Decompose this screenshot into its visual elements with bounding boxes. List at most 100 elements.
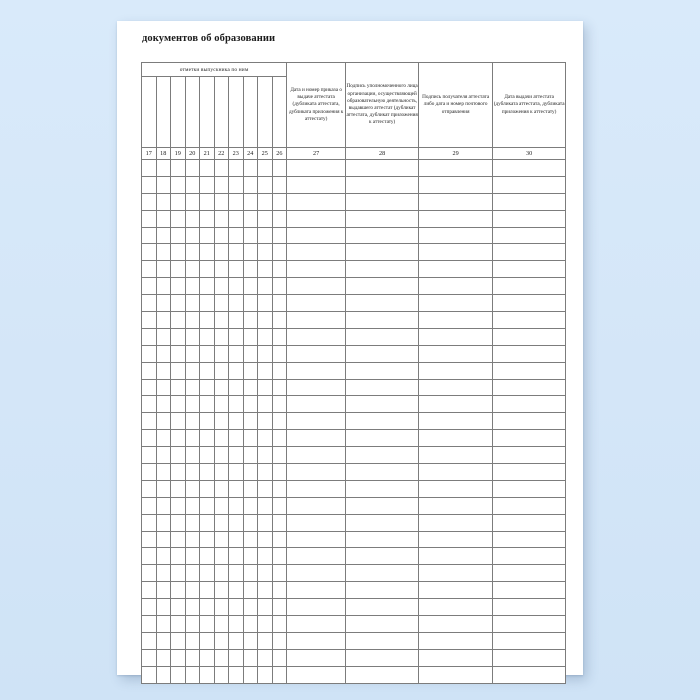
table-cell[interactable] — [155, 344, 171, 363]
table-cell[interactable] — [242, 378, 258, 397]
table-cell[interactable] — [418, 209, 494, 228]
table-cell[interactable] — [286, 192, 347, 211]
table-cell[interactable] — [170, 277, 186, 296]
table-cell[interactable] — [418, 175, 494, 194]
table-cell[interactable] — [199, 648, 215, 667]
table-cell[interactable] — [228, 294, 244, 313]
table-cell[interactable] — [492, 260, 567, 279]
table-cell[interactable] — [286, 175, 347, 194]
table-cell[interactable] — [345, 581, 420, 600]
subcolumn-cell-23[interactable] — [228, 76, 244, 148]
table-cell[interactable] — [199, 631, 215, 650]
table-cell[interactable] — [141, 277, 157, 296]
table-cell[interactable] — [141, 327, 157, 346]
table-cell[interactable] — [286, 547, 347, 566]
table-cell[interactable] — [271, 547, 288, 566]
table-cell[interactable] — [345, 243, 420, 262]
table-cell[interactable] — [228, 344, 244, 363]
table-cell[interactable] — [271, 311, 288, 329]
table-cell[interactable] — [286, 530, 347, 549]
table-cell[interactable] — [345, 395, 420, 414]
table-cell[interactable] — [155, 513, 171, 532]
table-cell[interactable] — [257, 311, 273, 329]
table-cell[interactable] — [286, 260, 347, 279]
table-cell[interactable] — [345, 412, 420, 431]
table-cell[interactable] — [155, 175, 171, 194]
table-cell[interactable] — [199, 260, 215, 279]
table-cell[interactable] — [271, 226, 288, 245]
table-cell[interactable] — [257, 159, 273, 177]
table-cell[interactable] — [271, 361, 288, 380]
table-cell[interactable] — [418, 479, 494, 498]
table-cell[interactable] — [257, 361, 273, 380]
table-cell[interactable] — [199, 547, 215, 566]
table-cell[interactable] — [271, 209, 288, 228]
table-cell[interactable] — [492, 564, 567, 583]
table-cell[interactable] — [184, 530, 200, 549]
table-cell[interactable] — [199, 581, 215, 600]
table-cell[interactable] — [286, 294, 347, 313]
table-cell[interactable] — [271, 665, 288, 684]
table-cell[interactable] — [228, 479, 244, 498]
subcolumn-cell-25[interactable] — [257, 76, 273, 148]
table-cell[interactable] — [257, 327, 273, 346]
table-cell[interactable] — [271, 581, 288, 600]
table-cell[interactable] — [257, 463, 273, 481]
table-cell[interactable] — [286, 226, 347, 245]
table-cell[interactable] — [199, 446, 215, 465]
table-cell[interactable] — [228, 429, 244, 448]
table-cell[interactable] — [492, 429, 567, 448]
table-cell[interactable] — [199, 463, 215, 481]
table-cell[interactable] — [141, 260, 157, 279]
table-cell[interactable] — [286, 496, 347, 515]
table-cell[interactable] — [492, 175, 567, 194]
table-cell[interactable] — [141, 344, 157, 363]
table-cell[interactable] — [184, 429, 200, 448]
table-cell[interactable] — [213, 260, 229, 279]
table-cell[interactable] — [228, 209, 244, 228]
table-cell[interactable] — [492, 209, 567, 228]
table-cell[interactable] — [213, 648, 229, 667]
table-cell[interactable] — [271, 260, 288, 279]
table-cell[interactable] — [199, 378, 215, 397]
table-cell[interactable] — [228, 446, 244, 465]
table-cell[interactable] — [170, 564, 186, 583]
table-cell[interactable] — [418, 463, 494, 481]
table-cell[interactable] — [141, 530, 157, 549]
table-cell[interactable] — [170, 429, 186, 448]
table-cell[interactable] — [155, 311, 171, 329]
table-cell[interactable] — [213, 564, 229, 583]
table-cell[interactable] — [286, 648, 347, 667]
table-cell[interactable] — [345, 277, 420, 296]
table-cell[interactable] — [286, 564, 347, 583]
table-cell[interactable] — [199, 192, 215, 211]
table-cell[interactable] — [170, 344, 186, 363]
subcolumn-cell-18[interactable] — [155, 76, 171, 148]
table-cell[interactable] — [257, 378, 273, 397]
table-cell[interactable] — [242, 327, 258, 346]
table-cell[interactable] — [199, 496, 215, 515]
table-cell[interactable] — [199, 395, 215, 414]
table-cell[interactable] — [418, 513, 494, 532]
table-cell[interactable] — [228, 311, 244, 329]
table-cell[interactable] — [199, 294, 215, 313]
table-cell[interactable] — [199, 327, 215, 346]
table-cell[interactable] — [271, 479, 288, 498]
table-cell[interactable] — [418, 446, 494, 465]
table-cell[interactable] — [345, 209, 420, 228]
table-cell[interactable] — [199, 159, 215, 177]
table-cell[interactable] — [213, 159, 229, 177]
table-cell[interactable] — [228, 243, 244, 262]
table-cell[interactable] — [257, 175, 273, 194]
table-cell[interactable] — [242, 344, 258, 363]
table-cell[interactable] — [418, 243, 494, 262]
table-cell[interactable] — [141, 429, 157, 448]
table-cell[interactable] — [184, 581, 200, 600]
table-cell[interactable] — [199, 209, 215, 228]
table-cell[interactable] — [257, 496, 273, 515]
table-cell[interactable] — [242, 192, 258, 211]
table-cell[interactable] — [155, 615, 171, 633]
table-cell[interactable] — [242, 311, 258, 329]
table-cell[interactable] — [213, 463, 229, 481]
table-cell[interactable] — [155, 209, 171, 228]
